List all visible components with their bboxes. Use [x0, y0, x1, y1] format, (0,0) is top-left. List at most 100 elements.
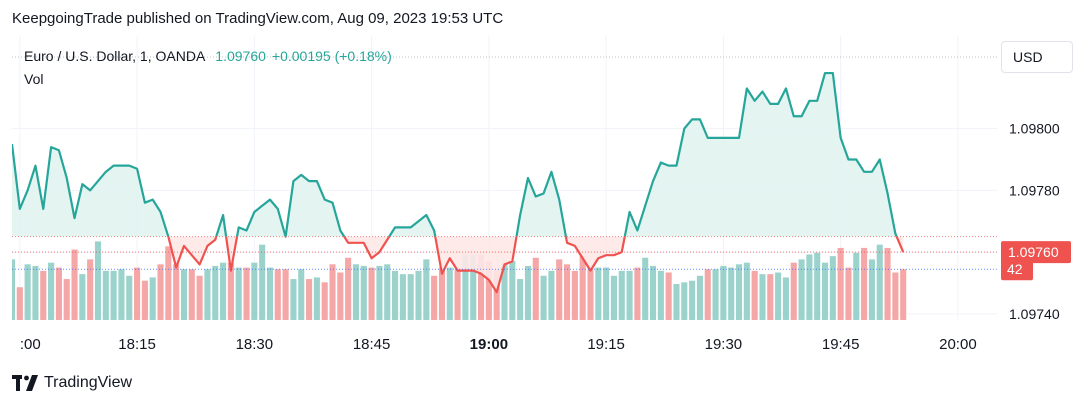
- volume-bar: [603, 267, 610, 320]
- price-line-below-baseline: [167, 236, 905, 294]
- volume-bar: [649, 265, 657, 320]
- volume-bar: [196, 275, 203, 320]
- volume-bar: [587, 269, 594, 320]
- last-volume-badge-label: 42: [1007, 261, 1023, 277]
- y-tick-label: 1.09800: [1009, 121, 1060, 137]
- volume-bar: [618, 270, 625, 320]
- volume-bar: [579, 256, 586, 320]
- volume-bar: [313, 277, 320, 320]
- volume-bar: [243, 267, 250, 320]
- volume-bar: [102, 270, 109, 320]
- volume-bar: [829, 256, 836, 320]
- x-tick-label: 19:45: [822, 336, 860, 353]
- volume-bar: [407, 274, 414, 320]
- volume-bar: [524, 265, 532, 320]
- tradingview-footer[interactable]: TradingView: [12, 374, 132, 392]
- volume-bar: [798, 259, 805, 320]
- volume-bar: [540, 275, 547, 320]
- x-tick-label: :00: [20, 336, 41, 353]
- y-tick-label: 1.09740: [1009, 306, 1060, 322]
- volume-bar: [689, 280, 696, 320]
- volume-bar: [345, 257, 352, 320]
- volume-bar: [212, 265, 219, 320]
- volume-bar: [40, 270, 47, 320]
- volume-bar: [806, 254, 813, 320]
- volume-bar: [493, 269, 500, 320]
- last-price: 1.09760: [215, 48, 266, 64]
- volume-bar: [743, 262, 750, 320]
- tradingview-logo-icon: [12, 375, 38, 391]
- volume-bar: [673, 283, 680, 320]
- x-tick-label: 19:15: [587, 336, 625, 353]
- volume-bar: [634, 267, 641, 320]
- volume-bar: [438, 267, 446, 320]
- volume-bar: [532, 257, 539, 320]
- volume-bar: [446, 267, 453, 320]
- volume-bar: [376, 265, 383, 320]
- volume-bar: [149, 277, 156, 320]
- volume-bar: [853, 252, 860, 320]
- volume-bar: [821, 262, 829, 320]
- volume-bar: [595, 267, 602, 320]
- volume-bar: [696, 275, 703, 320]
- price-chart[interactable]: 1.097401.097601.097801.098001.0976042:00…: [12, 36, 1080, 362]
- volume-bar: [134, 267, 141, 320]
- last-volume-badge-bg: [1001, 258, 1033, 281]
- chart-area[interactable]: 1.097401.097601.097801.098001.0976042:00…: [12, 36, 1080, 362]
- volume-bar: [87, 259, 94, 320]
- volume-bar: [712, 269, 719, 320]
- volume-bar: [900, 269, 907, 320]
- volume-bar: [126, 275, 133, 320]
- volume-bar: [454, 269, 461, 320]
- volume-bar: [251, 262, 258, 320]
- volume-bar: [790, 262, 797, 320]
- last-price-badge: 1.09760: [1001, 241, 1071, 264]
- volume-bar: [548, 270, 555, 320]
- volume-bar: [94, 241, 102, 320]
- volume-bar: [861, 247, 868, 320]
- volume-bar: [728, 267, 735, 320]
- volume-bar: [642, 257, 649, 320]
- volume-bar: [399, 274, 406, 320]
- volume-bar: [751, 270, 758, 320]
- x-tick-label: 18:15: [118, 336, 156, 353]
- volume-bar: [204, 269, 211, 320]
- currency-button[interactable]: USD: [1001, 41, 1073, 73]
- volume-legend: Vol: [24, 71, 44, 87]
- volume-bar: [259, 244, 266, 320]
- volume-bar: [782, 277, 789, 320]
- volume-bar: [360, 265, 367, 320]
- volume-bar: [368, 267, 375, 320]
- volume-bar: [188, 269, 195, 320]
- volume-bar: [735, 264, 743, 320]
- published-header: KeepgoingTrade published on TradingView.…: [12, 10, 504, 27]
- volume-bar: [657, 270, 664, 320]
- tradingview-brand: TradingView: [44, 374, 133, 391]
- volume-bar: [141, 280, 148, 320]
- volume-bar: [517, 279, 524, 320]
- volume-bar: [110, 270, 117, 320]
- volume-bar: [681, 282, 688, 320]
- volume-bar: [220, 262, 227, 320]
- x-tick-label: 18:30: [236, 336, 274, 353]
- volume-bar: [767, 274, 774, 320]
- volume-bar: [165, 246, 172, 320]
- volume-bar: [884, 247, 891, 320]
- volume-bar: [477, 254, 485, 320]
- volume-bar: [845, 267, 852, 320]
- volume-bar: [392, 270, 399, 320]
- volume-bar: [876, 244, 883, 320]
- volume-bar: [759, 274, 766, 320]
- volume-bar: [55, 267, 62, 320]
- last-price-badge-label: 1.09760: [1008, 244, 1059, 260]
- x-tick-label: 18:45: [353, 336, 391, 353]
- volume-bar: [470, 254, 477, 320]
- volume-bar: [892, 272, 899, 320]
- symbol-legend: Euro / U.S. Dollar, 1, OANDA 1.09760 +0.…: [24, 48, 392, 64]
- volume-bar: [180, 269, 188, 320]
- volume-bar: [775, 272, 782, 320]
- volume-bar: [290, 279, 297, 320]
- volume-bar: [329, 264, 336, 320]
- volume-bar: [337, 272, 344, 320]
- volume-bar: [157, 264, 164, 320]
